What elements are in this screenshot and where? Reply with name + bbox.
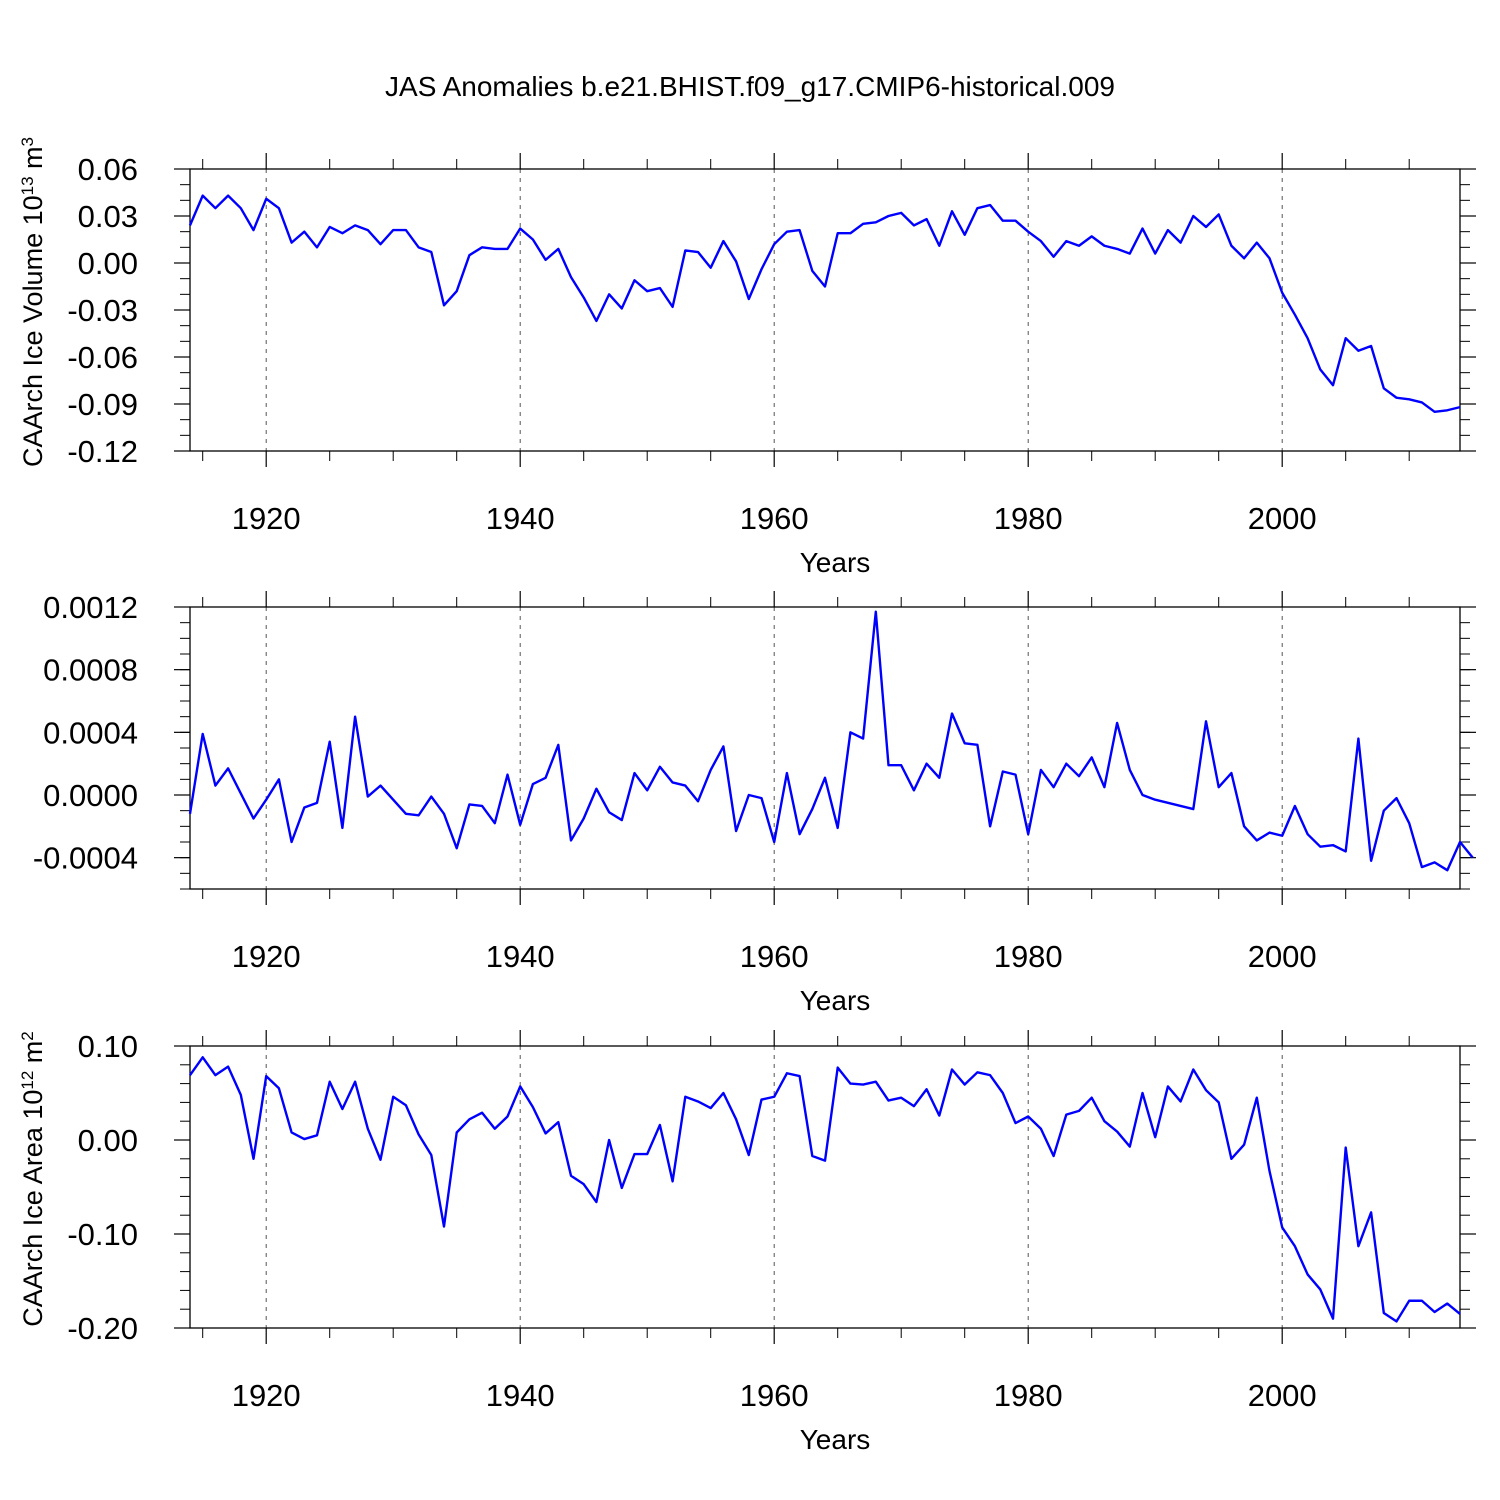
y-axis-label-unit: m	[18, 146, 48, 176]
x-tick-label: 1960	[740, 1378, 809, 1413]
y-tick-label: 0.10	[78, 1029, 138, 1064]
y-tick-label: 0.00	[78, 246, 138, 281]
series-line	[188, 610, 1474, 872]
x-tick-label: 1980	[994, 1378, 1063, 1413]
panel-1: 0.06 0.03 0.00 -0.03 -0.06 -0.09 -0.12 1920 1940…	[18, 137, 1476, 578]
x-axis-label: Years	[800, 985, 871, 1016]
x-tick-label: 1980	[994, 501, 1063, 536]
y-tick-label: 0.00	[78, 1123, 138, 1158]
y-axis-label-text: CAArch Ice Area 10	[18, 1090, 48, 1327]
y-axis-label-unit-exponent: 3	[18, 559, 37, 568]
x-tick-label: 1920	[232, 939, 301, 974]
y-tick-label: -0.20	[67, 1311, 138, 1346]
plot-frame	[189, 1045, 1461, 1329]
y-axis-label: CAArch Ice Volume 1013 m3	[18, 137, 49, 467]
x-tick-label: 1920	[232, 1378, 301, 1413]
y-tick-label: -0.10	[67, 1217, 138, 1252]
panel-3: 0.10 0.00 -0.10 -0.20 1920 1940 1960 1980 2000 Ye…	[18, 1029, 1476, 1455]
y-tick-label: 0.0000	[43, 778, 138, 813]
x-tick-label: 1940	[486, 939, 555, 974]
y-tick-label: -0.06	[67, 340, 138, 375]
y-axis-label-exponent: 12	[18, 1071, 37, 1090]
figure-title: JAS Anomalies b.e21.BHIST.f09_g17.CMIP6-…	[385, 71, 1115, 102]
x-tick-label: 1940	[486, 501, 555, 536]
y-tick-label: 0.0012	[43, 590, 138, 625]
plot-frame	[189, 606, 1461, 890]
y-axis-label-exponent: 13	[18, 599, 37, 618]
x-tick-label: 2000	[1248, 501, 1317, 536]
x-axis-label: Years	[800, 1424, 871, 1455]
series-line	[189, 1056, 1461, 1323]
y-axis-label-unit: m	[18, 1041, 48, 1071]
x-tick-label: 2000	[1248, 1378, 1317, 1413]
x-tick-label: 2000	[1248, 939, 1317, 974]
y-tick-label: -0.09	[67, 387, 138, 422]
x-tick-label: 1920	[232, 501, 301, 536]
y-tick-label: -0.12	[67, 434, 138, 469]
y-tick-label: 0.06	[78, 152, 138, 187]
y-axis-label-text: CAArch Ice Volume 10	[18, 195, 48, 467]
x-tick-label: 1960	[740, 501, 809, 536]
x-axis-label: Years	[800, 547, 871, 578]
panel-2: 0.0012 0.0008 0.0004 0.0000 -0.0004 1920 1940 1…	[18, 559, 1476, 1016]
y-axis-label-exponent: 13	[18, 176, 37, 195]
y-axis-label-unit-exponent: 2	[18, 1031, 37, 1040]
y-tick-label: -0.0004	[33, 841, 138, 876]
y-tick-label: -0.03	[67, 293, 138, 328]
y-tick-label: 0.03	[78, 199, 138, 234]
y-axis-label-unit-exponent: 3	[18, 137, 37, 146]
x-tick-label: 1940	[486, 1378, 555, 1413]
y-tick-label: 0.0004	[43, 715, 138, 750]
x-tick-label: 1960	[740, 939, 809, 974]
panels: 0.06 0.03 0.00 -0.03 -0.06 -0.09 -0.12 1920 1940…	[18, 137, 1476, 1455]
y-axis-label: CAArch Ice Area 1012 m2	[18, 1031, 49, 1327]
series-line	[188, 194, 1461, 414]
y-tick-label: 0.0008	[43, 653, 138, 688]
x-tick-label: 1980	[994, 939, 1063, 974]
plot-frame	[189, 168, 1461, 452]
